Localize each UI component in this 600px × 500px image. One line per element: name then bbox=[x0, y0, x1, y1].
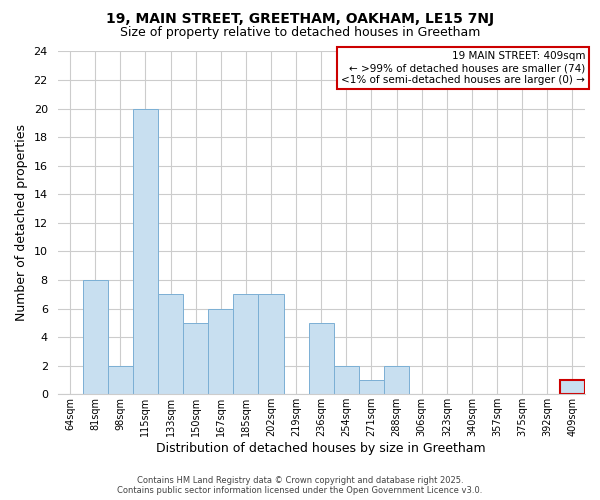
Bar bbox=[560, 380, 585, 394]
Bar bbox=[259, 294, 284, 394]
Bar bbox=[108, 366, 133, 394]
Bar bbox=[158, 294, 183, 394]
Bar bbox=[334, 366, 359, 394]
Bar bbox=[83, 280, 108, 394]
X-axis label: Distribution of detached houses by size in Greetham: Distribution of detached houses by size … bbox=[157, 442, 486, 455]
Bar bbox=[183, 323, 208, 394]
Text: 19, MAIN STREET, GREETHAM, OAKHAM, LE15 7NJ: 19, MAIN STREET, GREETHAM, OAKHAM, LE15 … bbox=[106, 12, 494, 26]
Text: Contains HM Land Registry data © Crown copyright and database right 2025.
Contai: Contains HM Land Registry data © Crown c… bbox=[118, 476, 482, 495]
Bar bbox=[359, 380, 384, 394]
Text: 19 MAIN STREET: 409sqm
← >99% of detached houses are smaller (74)
<1% of semi-de: 19 MAIN STREET: 409sqm ← >99% of detache… bbox=[341, 52, 585, 84]
Bar bbox=[233, 294, 259, 394]
Bar bbox=[208, 308, 233, 394]
Bar bbox=[133, 108, 158, 395]
Text: Size of property relative to detached houses in Greetham: Size of property relative to detached ho… bbox=[120, 26, 480, 39]
Y-axis label: Number of detached properties: Number of detached properties bbox=[15, 124, 28, 322]
Bar bbox=[309, 323, 334, 394]
Bar bbox=[384, 366, 409, 394]
